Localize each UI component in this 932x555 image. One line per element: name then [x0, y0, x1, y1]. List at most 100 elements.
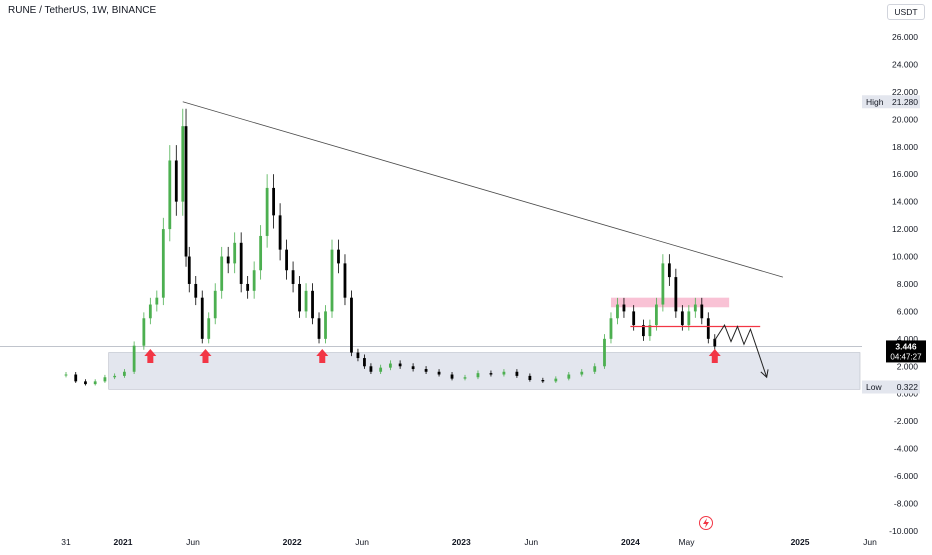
y-tick-label: 4.000 [897, 334, 919, 344]
x-tick-label: May [678, 537, 695, 547]
projection-path [714, 324, 768, 378]
candle-body [278, 215, 282, 250]
x-tick-label: 2021 [114, 537, 133, 547]
x-tick-label: 2023 [452, 537, 471, 547]
price-axis[interactable]: 26.000 24.000 22.000 20.000 18.000 16.000 14.0… [889, 32, 918, 536]
candle-body [181, 126, 185, 202]
y-tick-label: -8.000 [894, 498, 918, 508]
candle-body [674, 277, 678, 312]
symbol-title: RUNE / TetherUS, 1W, BINANCE [8, 5, 157, 16]
candle-body [174, 160, 178, 202]
arrows-layer [144, 349, 721, 530]
support-zone [108, 352, 861, 390]
candle-body [706, 318, 710, 339]
time-axis[interactable]: 31 2021 Jun 2022 Jun 2023 Jun 2024 May 2025 Jun [61, 537, 877, 547]
candle-body [541, 380, 545, 382]
candle-body [580, 371, 584, 375]
y-tick-label: -2.000 [894, 416, 918, 426]
zones-layer [0, 297, 862, 390]
candle-body [259, 235, 263, 271]
candle-body [252, 270, 256, 291]
projection-arrow-head [760, 369, 769, 379]
candle-body [476, 373, 480, 378]
lightning-icon-bolt [703, 518, 709, 528]
candle-body [693, 304, 697, 312]
y-tick-label: 18.000 [892, 142, 918, 152]
candle-body [239, 242, 243, 284]
candle-body [161, 229, 165, 298]
candle-body [593, 366, 597, 372]
x-tick-label: 2025 [791, 537, 810, 547]
candle-body [226, 256, 230, 264]
candle-body [654, 304, 658, 326]
candle-body [233, 242, 237, 264]
candle-body [194, 283, 198, 298]
candle-body [265, 187, 269, 236]
candle-body [132, 345, 136, 372]
y-tick-label: 6.000 [897, 306, 919, 316]
last-price-badge [886, 340, 926, 363]
resistance-zone [610, 297, 730, 308]
candle-body [84, 381, 87, 385]
candle-body [298, 283, 301, 312]
candle-body [616, 304, 619, 319]
high-value: 21.280 [892, 97, 918, 107]
candle-body [609, 318, 613, 339]
up-arrow-icon [316, 349, 329, 363]
candle-body [603, 338, 606, 367]
lightning-icon-ring [699, 516, 713, 530]
x-tick-label: 31 [61, 537, 71, 547]
candle-body [424, 369, 428, 372]
high-badge [862, 95, 920, 109]
candle-body [680, 311, 684, 326]
candle-body [291, 270, 295, 284]
candle-body [687, 311, 691, 326]
low-value: 0.322 [897, 382, 919, 392]
candle-body [437, 371, 441, 375]
candle-body [187, 256, 191, 284]
candle-body [272, 187, 276, 216]
y-tick-label: -10.000 [889, 526, 918, 536]
candle-body [379, 367, 383, 372]
candle-body [155, 297, 159, 305]
candle-body [330, 249, 334, 312]
low-badge [862, 380, 920, 394]
candle-body [713, 338, 717, 347]
candle-body [388, 363, 392, 368]
y-tick-label: 2.000 [897, 361, 919, 371]
candle-body [184, 126, 188, 257]
candle-body [554, 378, 558, 382]
lightning-icon [699, 516, 713, 530]
descending-trendline [182, 101, 784, 278]
last-price-value: 3.446 [895, 341, 917, 351]
candle-body [648, 325, 652, 337]
currency-button[interactable]: USDT [887, 4, 925, 20]
candles-layer [64, 108, 717, 386]
candle-body [398, 363, 402, 367]
x-tick-label: Jun [863, 537, 877, 547]
y-tick-label: 8.000 [897, 279, 919, 289]
candle-body [350, 297, 353, 353]
y-tick-label: 16.000 [892, 169, 918, 179]
candle-body [567, 374, 571, 379]
candle-body [103, 377, 107, 382]
candle-body [411, 366, 415, 370]
candle-body [356, 352, 360, 359]
high-label: High [866, 97, 884, 107]
candle-body [622, 304, 626, 312]
candle-body [220, 256, 224, 291]
candle-body [64, 374, 68, 376]
candle-body [632, 311, 636, 326]
x-tick-label: Jun [524, 537, 538, 547]
candle-body [661, 263, 665, 305]
candle-body [369, 366, 373, 372]
candle-body [74, 374, 78, 382]
candle-body [246, 283, 250, 291]
x-tick-label: 2022 [283, 537, 302, 547]
low-label: Low [866, 382, 882, 392]
candle-body [515, 371, 519, 376]
candle-body [93, 381, 97, 385]
candle-body [324, 311, 327, 339]
